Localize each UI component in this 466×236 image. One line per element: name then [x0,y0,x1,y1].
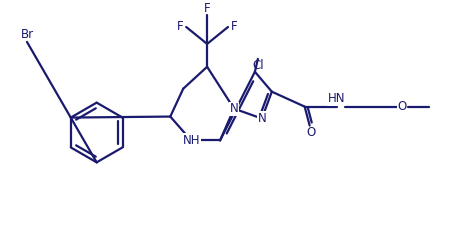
Text: N: N [258,112,266,125]
Text: N: N [230,102,239,115]
Text: F: F [177,21,184,34]
Text: O: O [306,126,315,139]
Text: O: O [397,100,407,113]
Text: F: F [204,2,211,15]
Text: NH: NH [183,134,200,147]
Text: Cl: Cl [252,59,264,72]
Text: Br: Br [21,29,34,42]
Text: HN: HN [328,92,345,105]
Text: F: F [231,21,237,34]
